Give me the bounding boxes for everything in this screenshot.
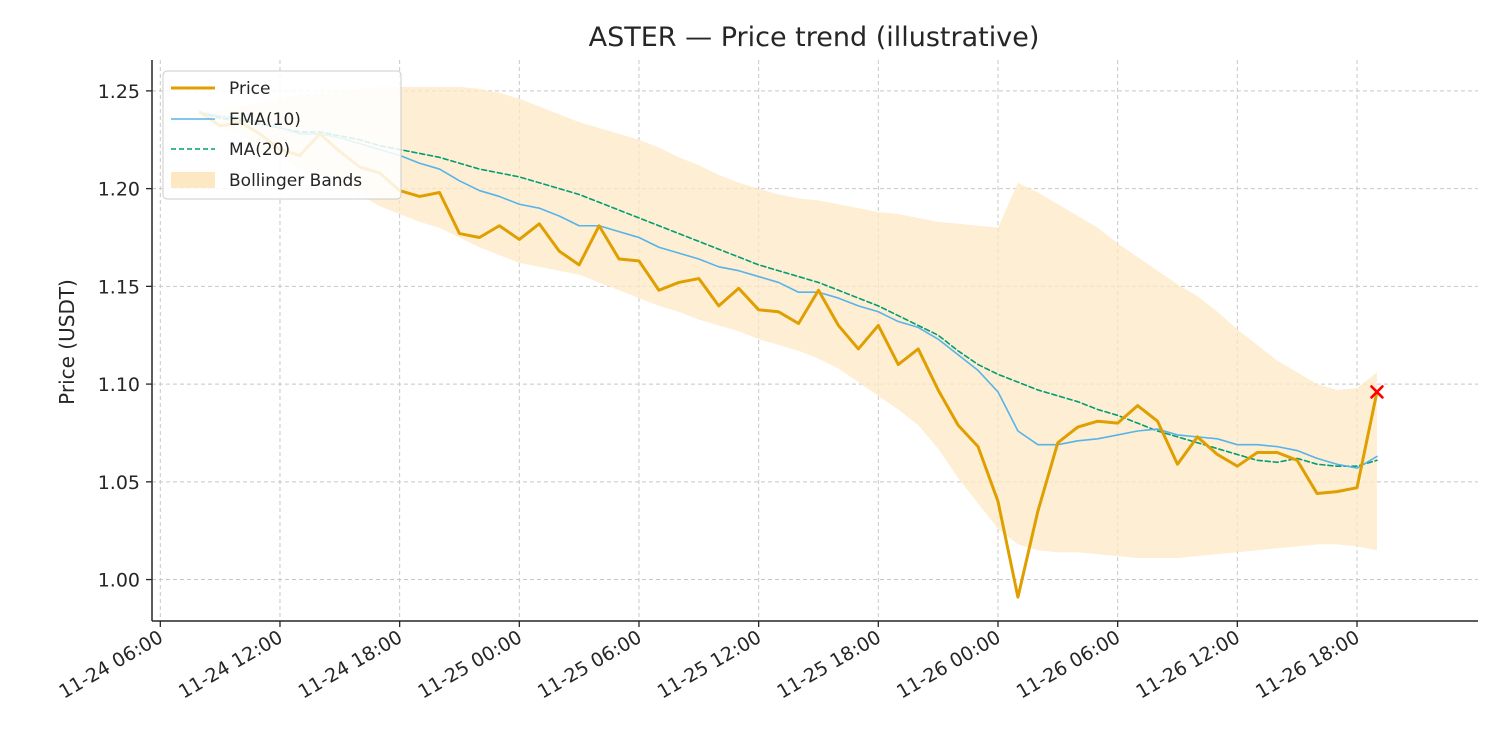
legend-label-bollinger: Bollinger Bands	[229, 171, 362, 191]
x-tick-label-5: 11-25 12:00	[654, 626, 765, 703]
y-axis-label: Price (USDT)	[55, 279, 79, 405]
y-tick-label-5: 1.25	[98, 81, 140, 103]
y-tick-label-0: 1.00	[98, 570, 140, 592]
x-tick-label-1: 11-24 12:00	[175, 626, 286, 703]
x-tick-label-0: 11-24 06:00	[55, 626, 166, 703]
x-tick-label-9: 11-26 12:00	[1132, 626, 1243, 703]
legend-frame	[162, 70, 402, 200]
x-tick-label-8: 11-26 06:00	[1013, 626, 1124, 703]
x-tick-label-6: 11-25 18:00	[773, 626, 884, 703]
y-tick-label-1: 1.05	[98, 472, 140, 494]
last-price-marker	[1370, 385, 1384, 399]
x-axis-ticks: 11-24 06:00 11-24 12:00 11-24 18:00 11-25 0…	[55, 621, 1364, 703]
legend-label-ema: EMA(10)	[229, 110, 301, 130]
x-tick-label-2: 11-24 18:00	[295, 626, 406, 703]
x-tick-label-7: 11-26 00:00	[893, 626, 1004, 703]
chart-title: ASTER — Price trend (illustrative)	[589, 22, 1040, 53]
x-tick-label-10: 11-26 18:00	[1252, 626, 1363, 703]
legend-label-ma: MA(20)	[229, 140, 290, 160]
legend-label-price: Price	[229, 79, 270, 99]
legend-swatch-bollinger	[171, 172, 215, 188]
last-price-marker-stroke-b	[1370, 385, 1384, 399]
x-tick-label-4: 11-25 06:00	[534, 626, 645, 703]
y-axis-ticks: 1.00 1.05 1.10 1.15 1.20 1.25	[98, 81, 152, 592]
y-tick-label-4: 1.20	[98, 179, 140, 201]
y-tick-label-2: 1.10	[98, 374, 140, 396]
y-tick-label-3: 1.15	[98, 276, 140, 298]
legend: Price EMA(10) MA(20) Bollinger Bands	[162, 70, 402, 200]
x-tick-label-3: 11-25 00:00	[414, 626, 525, 703]
